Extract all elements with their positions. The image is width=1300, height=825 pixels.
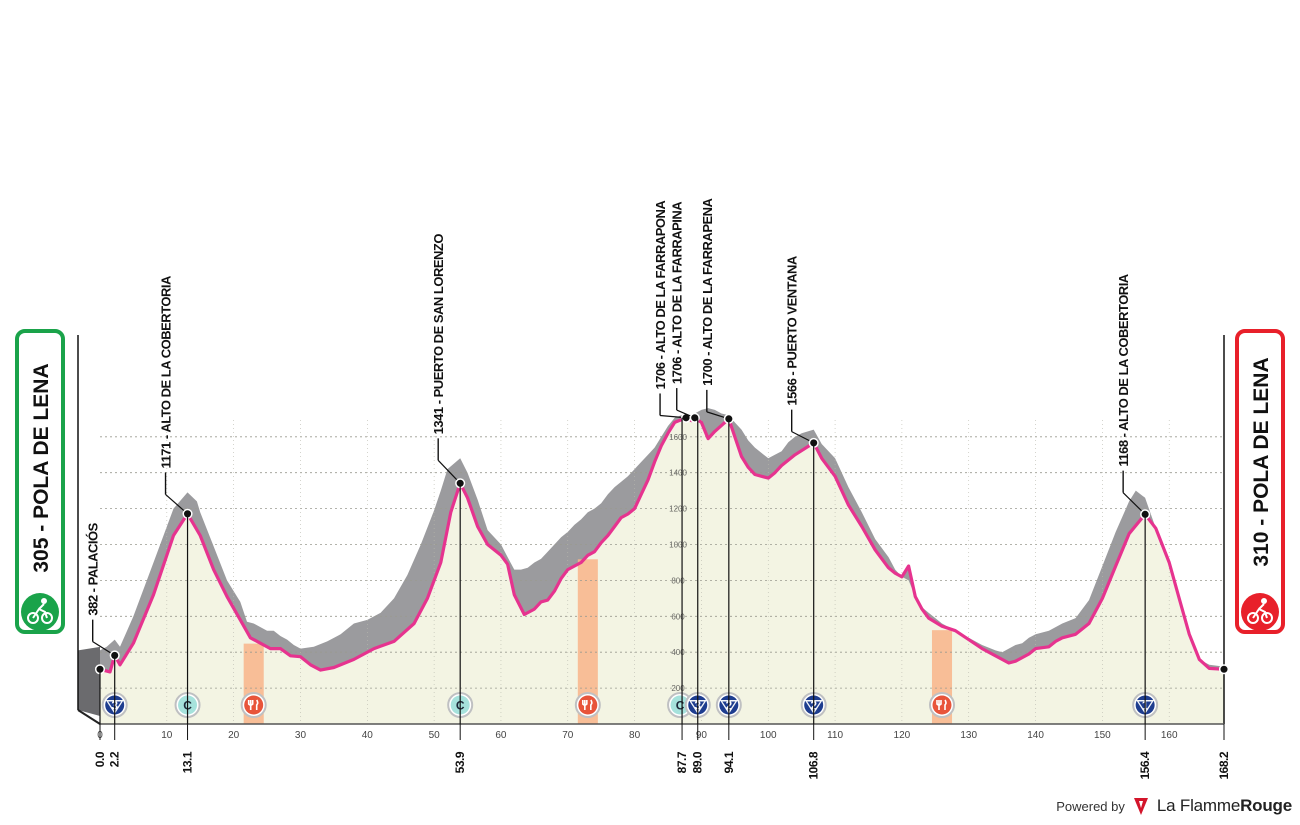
footer: Powered by La FlammeRouge [1056, 793, 1292, 819]
brand-bold: Rouge [1240, 796, 1292, 815]
feed-badge [932, 695, 952, 715]
chart-background [100, 417, 1224, 724]
climb-label: 1700 - ALTO DE LA FARRAPENA [700, 197, 715, 385]
start-cyclist-badge [21, 593, 59, 631]
finish-label: 310 - POLA DE LENA [1250, 357, 1273, 566]
y-tick-label: 200 [671, 684, 685, 693]
finish-dot [1218, 664, 1230, 675]
x-tick-label: 140 [1027, 730, 1044, 741]
y-tick-label: 1400 [669, 469, 687, 478]
cyclist-icon [1247, 598, 1273, 624]
x-tick-label: 150 [1094, 730, 1111, 741]
y-tick-labels: 200 400 600 800 1000 1200 1400 1600 [669, 433, 687, 693]
km-label: 13.1 [181, 751, 195, 773]
y-tick-label: 1200 [669, 505, 687, 514]
x-tick-label: 70 [562, 730, 574, 741]
y-tick-label: 400 [671, 648, 685, 657]
climb-leader-connector [437, 459, 461, 484]
y-tick-label: 800 [671, 576, 685, 585]
km-label: 94.1 [722, 751, 736, 773]
x-tick-label: 130 [960, 730, 977, 741]
y-tick-label: 600 [671, 612, 685, 621]
feed-zone-band [577, 559, 598, 724]
finish-cyclist-badge [1241, 593, 1279, 631]
x-axis: 0102030405060708090100110120130140150160 [77, 709, 1224, 741]
km-label: 53.9 [453, 751, 467, 773]
climb-dot [689, 412, 700, 423]
km-label: 87.7 [675, 751, 689, 773]
feed-badge [578, 695, 598, 715]
x-tick-label: 60 [495, 730, 507, 741]
marker-text: C [676, 699, 685, 713]
knife-path [944, 699, 947, 710]
x-tick-label: 40 [362, 730, 374, 741]
fork-knife-icon [247, 699, 259, 710]
fork-path [582, 700, 588, 710]
start-label: 305 - POLA DE LENA [30, 363, 53, 572]
start-banner-frame [15, 329, 65, 634]
cyclist-icon [27, 598, 53, 624]
climb-label: 1171 - ALTO DE LA COBERTORIA [159, 275, 174, 468]
km-label: 168.2 [1217, 751, 1231, 779]
profile-line [99, 416, 1225, 674]
climb-leader-connector [1122, 492, 1146, 515]
y-tick-label: 1000 [669, 541, 687, 550]
x-tick-label: 110 [827, 730, 843, 741]
x-tick-label: 20 [228, 730, 240, 741]
km-label: 2.2 [108, 751, 122, 767]
x-tick-label: 100 [760, 730, 777, 741]
x-tick-label: 10 [161, 730, 173, 741]
relief-layer [77, 335, 1225, 724]
x-tick-label: 80 [629, 730, 641, 741]
km-label: 156.4 [1138, 751, 1152, 779]
profile-layer [99, 416, 1225, 674]
fork-path [936, 700, 942, 710]
climb-labels: 382 - PALACIÓS 1171 - ALTO DE LA COBERTOR… [86, 197, 1230, 675]
km-labels: 0.0 2.2 13.1 53.9 87.7 89.0 94.1 106.8 156.4 168.… [93, 417, 1231, 780]
relief-edge [78, 646, 100, 716]
km-label: 89.0 [691, 751, 705, 773]
start-banner: 305 - POLA DE LENA [15, 329, 65, 634]
profile-fill [100, 417, 1224, 724]
brand-regular: La Flamme [1156, 796, 1241, 815]
feed-marker [928, 692, 955, 718]
km-label: 0.0 [93, 751, 107, 767]
fork-path [247, 700, 254, 710]
cat-c-badge [670, 695, 690, 715]
climb-category-marker-c: C [667, 692, 694, 718]
knife-path [590, 699, 593, 710]
climb-label: 1566 - PUERTO VENTANA [785, 255, 800, 406]
flame-logo-icon [1133, 798, 1148, 815]
x-tick-label: 120 [894, 730, 911, 741]
y-tick-label: 1600 [669, 433, 687, 442]
x-tick-label: 30 [295, 730, 307, 741]
brand-name: La FlammeRouge [1157, 796, 1292, 816]
knife-path [255, 699, 259, 710]
climb-label: 382 - PALACIÓS [86, 522, 101, 615]
x-tick-label: 90 [696, 730, 708, 741]
feed-marker [240, 692, 267, 718]
finish-banner: 310 - POLA DE LENA [1235, 329, 1285, 634]
fork-knife-icon [936, 699, 947, 710]
climb-label: 1341 - PUERTO DE SAN LORENZO [431, 234, 446, 435]
x-tick-label: 50 [429, 730, 441, 741]
finish-banner-frame [1235, 329, 1285, 634]
climb-label: 1168 - ALTO DE LA COBERTORIA [1116, 273, 1131, 466]
fork-knife-icon [582, 699, 593, 710]
climb-label: 1706 - ALTO DE LA FARRAPONA [653, 200, 668, 390]
axis-left-slant [77, 709, 101, 725]
km-label: 106.8 [807, 751, 821, 779]
feed-badge [244, 695, 264, 715]
feed-marker [574, 692, 601, 718]
x-tick-label: 160 [1161, 730, 1178, 741]
climb-label: 1706 - ALTO DE LA FARRAPINA [670, 201, 685, 384]
powered-by-text: Powered by [1056, 798, 1125, 814]
grid-lines [100, 420, 1224, 724]
